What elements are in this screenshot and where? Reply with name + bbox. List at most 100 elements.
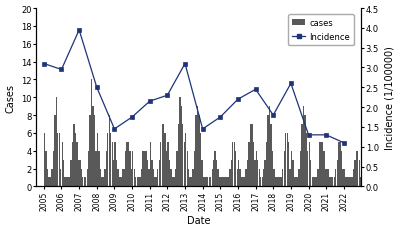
Bar bbox=[110, 133, 112, 187]
Bar bbox=[335, 169, 336, 187]
Y-axis label: Cases: Cases bbox=[6, 83, 16, 112]
Bar bbox=[56, 98, 57, 187]
Bar bbox=[356, 151, 357, 187]
Bar bbox=[256, 151, 257, 187]
Bar bbox=[301, 125, 302, 187]
Bar bbox=[76, 142, 78, 187]
Bar bbox=[109, 116, 110, 187]
Bar bbox=[44, 133, 45, 187]
Bar bbox=[304, 116, 306, 187]
Bar bbox=[178, 125, 179, 187]
Bar bbox=[151, 160, 153, 187]
Bar bbox=[213, 160, 214, 187]
Bar bbox=[220, 178, 222, 187]
Bar bbox=[91, 80, 92, 187]
Bar bbox=[207, 178, 208, 187]
Bar bbox=[268, 116, 269, 187]
Bar bbox=[208, 178, 210, 187]
Bar bbox=[264, 160, 266, 187]
Bar bbox=[260, 178, 262, 187]
Bar bbox=[175, 169, 176, 187]
Bar bbox=[235, 151, 236, 187]
Bar bbox=[131, 169, 132, 187]
Bar bbox=[351, 178, 352, 187]
Bar bbox=[112, 142, 113, 187]
Bar bbox=[332, 178, 334, 187]
Bar bbox=[98, 151, 100, 187]
Bar bbox=[120, 178, 122, 187]
Bar bbox=[278, 178, 279, 187]
Bar bbox=[247, 160, 248, 187]
Bar bbox=[251, 125, 252, 187]
Bar bbox=[242, 178, 244, 187]
Bar bbox=[298, 169, 300, 187]
Bar bbox=[248, 142, 250, 187]
Bar bbox=[142, 151, 144, 187]
Bar bbox=[159, 160, 160, 187]
Bar bbox=[331, 178, 332, 187]
Bar bbox=[97, 133, 98, 187]
Bar bbox=[116, 160, 117, 187]
Bar bbox=[291, 151, 292, 187]
Bar bbox=[94, 116, 95, 187]
Bar bbox=[179, 98, 180, 187]
Bar bbox=[145, 151, 147, 187]
Bar bbox=[276, 178, 278, 187]
Bar bbox=[68, 178, 69, 187]
Bar bbox=[307, 151, 308, 187]
Bar bbox=[156, 178, 157, 187]
Bar bbox=[191, 178, 192, 187]
Bar bbox=[172, 178, 173, 187]
Bar bbox=[360, 178, 362, 187]
Bar bbox=[338, 142, 339, 187]
Bar bbox=[153, 169, 154, 187]
Bar bbox=[231, 160, 232, 187]
Bar bbox=[300, 151, 301, 187]
Bar bbox=[186, 151, 188, 187]
Bar bbox=[129, 151, 130, 187]
Bar bbox=[308, 142, 310, 187]
Bar bbox=[216, 160, 217, 187]
Bar bbox=[282, 169, 284, 187]
Bar bbox=[119, 178, 120, 187]
Bar bbox=[303, 107, 304, 187]
Bar bbox=[160, 142, 162, 187]
Bar bbox=[95, 151, 97, 187]
Bar bbox=[273, 169, 275, 187]
Bar bbox=[70, 160, 72, 187]
Bar bbox=[190, 178, 191, 187]
Bar bbox=[228, 178, 229, 187]
Bar bbox=[236, 169, 238, 187]
Bar bbox=[325, 169, 326, 187]
Bar bbox=[323, 151, 325, 187]
Bar bbox=[210, 178, 212, 187]
Bar bbox=[257, 160, 258, 187]
Bar bbox=[275, 178, 276, 187]
Bar bbox=[50, 178, 51, 187]
Bar bbox=[354, 160, 356, 187]
Bar bbox=[194, 151, 195, 187]
Bar bbox=[225, 178, 226, 187]
Bar bbox=[64, 178, 66, 187]
Bar bbox=[136, 178, 138, 187]
Bar bbox=[78, 160, 79, 187]
Bar bbox=[122, 169, 123, 187]
Bar bbox=[240, 169, 241, 187]
Bar bbox=[341, 151, 342, 187]
Bar bbox=[316, 178, 317, 187]
Bar bbox=[162, 125, 163, 187]
Bar bbox=[197, 107, 198, 187]
Bar bbox=[297, 178, 298, 187]
Bar bbox=[222, 178, 223, 187]
Bar bbox=[60, 169, 62, 187]
Bar bbox=[128, 142, 129, 187]
Bar bbox=[263, 169, 264, 187]
Bar bbox=[148, 169, 150, 187]
Bar bbox=[285, 133, 286, 187]
Bar bbox=[147, 160, 148, 187]
X-axis label: Date: Date bbox=[187, 216, 210, 225]
Bar bbox=[182, 125, 184, 187]
Bar bbox=[192, 169, 194, 187]
Bar bbox=[92, 107, 94, 187]
Bar bbox=[57, 133, 58, 187]
